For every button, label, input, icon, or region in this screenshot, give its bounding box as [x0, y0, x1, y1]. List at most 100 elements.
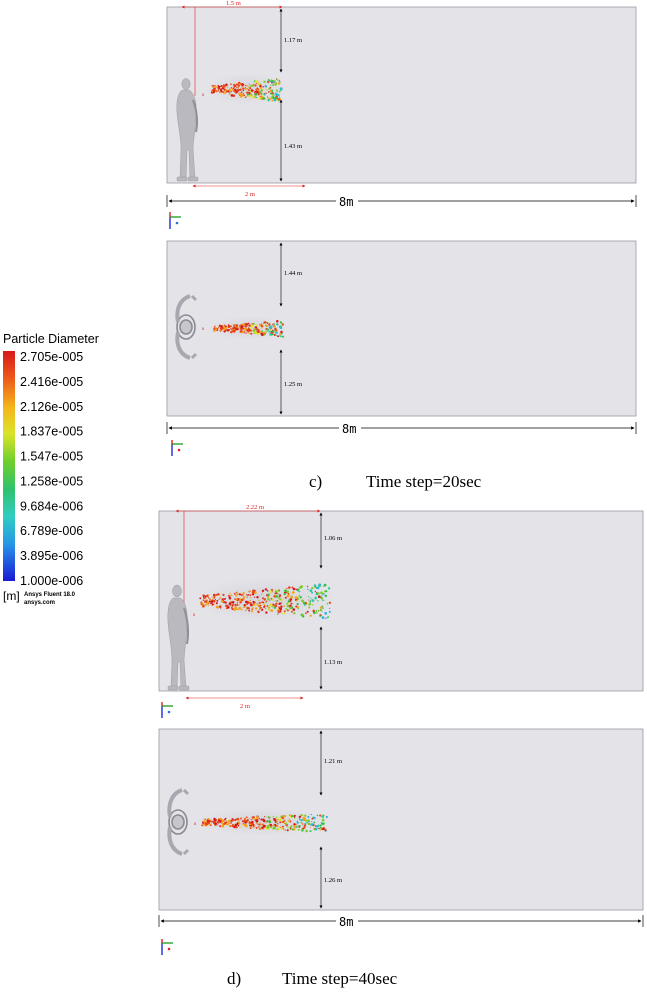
particle — [274, 328, 277, 331]
particle — [236, 604, 239, 606]
particle — [296, 599, 298, 602]
particle — [274, 96, 277, 100]
particle — [250, 597, 252, 599]
particle — [223, 822, 226, 826]
particle — [241, 86, 243, 88]
particle — [215, 605, 219, 609]
particle — [285, 608, 288, 611]
particle — [222, 597, 225, 600]
particle — [206, 599, 208, 601]
particle — [239, 88, 242, 91]
legend-tick-label: 1.258e-005 — [20, 474, 83, 488]
human-top-figure — [167, 788, 190, 856]
particle — [237, 824, 240, 827]
particle — [322, 599, 324, 601]
particle — [273, 94, 275, 96]
particle — [248, 94, 251, 98]
particle — [233, 608, 236, 611]
particle — [217, 90, 219, 92]
particle — [228, 92, 231, 95]
particle — [301, 599, 304, 603]
particle — [268, 599, 271, 602]
particle — [278, 96, 281, 99]
particle — [298, 826, 300, 828]
particle — [254, 596, 256, 598]
particle — [274, 604, 278, 608]
particle — [322, 822, 325, 825]
particle — [242, 820, 245, 823]
particle — [255, 826, 258, 829]
particle — [235, 592, 237, 594]
particle — [279, 821, 282, 824]
particle — [303, 824, 307, 827]
legend-tick-label: 6.789e-006 — [20, 524, 83, 538]
particle — [240, 83, 242, 85]
particle — [289, 826, 291, 828]
particle — [237, 81, 241, 85]
particle — [276, 600, 279, 602]
legend-tick-label: 1.547e-005 — [20, 450, 83, 464]
particle — [312, 604, 314, 606]
particle — [256, 596, 259, 599]
particle — [270, 92, 272, 95]
particle — [315, 610, 318, 612]
particle — [211, 85, 214, 87]
particle — [220, 325, 223, 327]
particle — [218, 821, 220, 823]
particle — [218, 324, 221, 327]
particle — [240, 91, 243, 94]
particle — [304, 604, 306, 606]
particle — [322, 817, 325, 819]
particle — [311, 598, 313, 600]
particle — [230, 822, 233, 824]
particle — [223, 330, 226, 333]
particle — [254, 331, 258, 335]
particle — [291, 814, 294, 818]
particle — [239, 326, 241, 328]
particle — [269, 333, 271, 335]
particle — [309, 600, 312, 603]
particle — [283, 593, 286, 596]
legend-tick-label: 1.000e-006 — [20, 574, 83, 588]
particle — [224, 89, 227, 92]
particle — [236, 84, 238, 86]
particle — [276, 822, 279, 825]
particle — [230, 820, 233, 822]
bottom-dimension-label: 1.26 m — [324, 877, 342, 884]
particle — [215, 84, 217, 86]
particle — [244, 86, 246, 89]
particle — [214, 823, 216, 825]
particle — [326, 602, 329, 605]
particle — [285, 822, 287, 825]
particle — [207, 605, 209, 607]
particle — [239, 601, 242, 604]
particle — [275, 89, 278, 92]
particle — [324, 612, 328, 615]
particle — [315, 828, 318, 831]
particle — [271, 96, 274, 99]
particle — [267, 597, 270, 601]
particle — [225, 326, 228, 330]
particle — [275, 595, 278, 598]
particle — [255, 96, 258, 99]
particle — [267, 593, 270, 597]
particle — [253, 604, 255, 607]
particle — [225, 83, 228, 87]
particle — [317, 586, 320, 590]
particle — [227, 819, 231, 823]
particle — [246, 593, 248, 595]
particle — [293, 612, 296, 615]
particle — [266, 589, 269, 592]
particle — [230, 605, 233, 607]
length-label: 8m — [339, 915, 353, 929]
particle — [327, 587, 331, 590]
particle — [246, 91, 249, 94]
human-top-figure — [175, 294, 198, 360]
particle — [282, 814, 286, 818]
particle — [271, 99, 274, 102]
particle — [292, 608, 296, 611]
particle — [237, 592, 239, 595]
particle — [271, 605, 273, 608]
particle — [278, 597, 280, 599]
particle — [241, 331, 245, 334]
